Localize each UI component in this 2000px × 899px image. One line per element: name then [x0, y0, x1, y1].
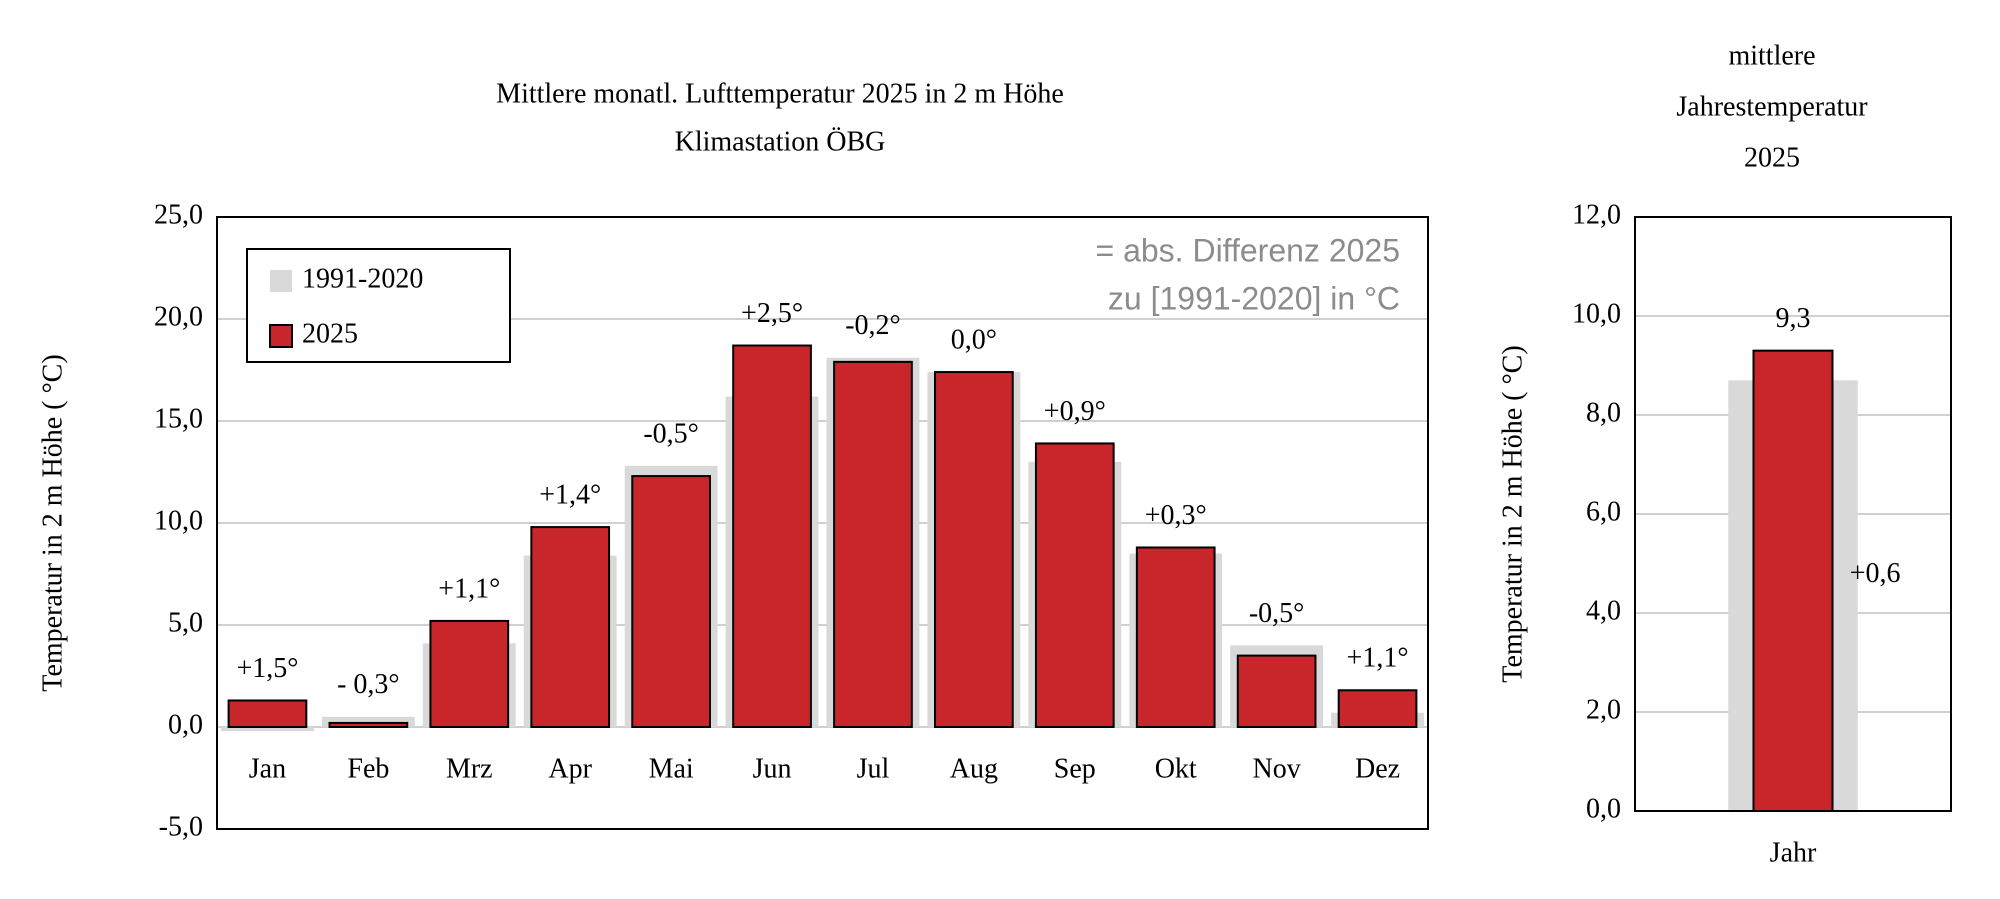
x-tick-label: Okt	[1155, 753, 1197, 784]
x-tick-label: Feb	[347, 753, 389, 784]
chart-title: mittlere	[1728, 40, 1815, 71]
difference-label: +0,6	[1850, 558, 1901, 589]
chart-title: Mittlere monatl. Lufttemperatur 2025 in …	[496, 78, 1064, 109]
difference-label: -0,5°	[643, 418, 699, 449]
y-tick-label: 12,0	[1572, 199, 1621, 230]
bar	[1337, 689, 1418, 729]
bar	[530, 526, 611, 729]
difference-label: +1,1°	[438, 573, 500, 604]
y-tick-label: 10,0	[1572, 298, 1621, 329]
difference-label: +1,4°	[539, 480, 601, 511]
legend-swatch	[270, 270, 292, 292]
y-tick-label: 0,0	[1586, 793, 1621, 824]
x-tick-label: Nov	[1253, 753, 1301, 784]
difference-label: +0,9°	[1044, 396, 1106, 427]
difference-label: -0,5°	[1249, 598, 1305, 629]
y-tick-label: 10,0	[154, 505, 203, 536]
x-tick-label: Dez	[1355, 753, 1400, 784]
y-tick-label: 5,0	[168, 607, 203, 638]
bar	[1034, 442, 1115, 728]
y-tick-label: 25,0	[154, 199, 203, 230]
difference-label: 0,0°	[951, 324, 997, 355]
bar	[1236, 654, 1317, 728]
x-tick-label: Mai	[649, 753, 694, 784]
legend-label: 1991-2020	[302, 263, 423, 294]
y-tick-label: 20,0	[154, 301, 203, 332]
y-tick-label: 6,0	[1586, 496, 1621, 527]
bar	[1135, 546, 1216, 728]
x-tick-label: Apr	[548, 753, 592, 784]
y-tick-label: -5,0	[159, 811, 203, 842]
bar	[328, 721, 409, 728]
difference-label: - 0,3°	[337, 669, 400, 700]
bar	[934, 371, 1014, 728]
bar	[1752, 349, 1834, 812]
y-tick-label: 4,0	[1586, 595, 1621, 626]
bar	[631, 475, 711, 728]
y-tick-label: 0,0	[168, 709, 203, 740]
bar	[732, 344, 812, 728]
y-axis-label: Temperatur in 2 m Höhe ( °C)	[1497, 345, 1528, 682]
note: = abs. Differenz 2025	[1096, 232, 1401, 268]
difference-label: +1,5°	[236, 653, 298, 684]
chart-title: Jahrestemperatur	[1676, 91, 1868, 122]
legend-label: 2025	[302, 318, 358, 349]
x-tick-label: Jan	[249, 753, 286, 784]
bar	[833, 360, 913, 728]
difference-label: +2,5°	[741, 298, 803, 329]
bar	[221, 727, 314, 732]
x-tick-label: Jun	[753, 753, 792, 784]
difference-label: +0,3°	[1145, 500, 1207, 531]
bar	[429, 619, 510, 728]
legend-swatch	[269, 324, 293, 348]
note: zu [1991-2020] in °C	[1108, 280, 1400, 316]
x-tick-label: Jahr	[1770, 837, 1817, 868]
y-axis-label: Temperatur in 2 m Höhe ( °C)	[37, 354, 68, 691]
chart-title: 2025	[1744, 142, 1800, 173]
y-tick-label: 2,0	[1586, 694, 1621, 725]
difference-label: -0,2°	[845, 310, 901, 341]
plot-border	[1634, 216, 1952, 812]
chart-subtitle: Klimastation ÖBG	[675, 126, 886, 157]
bar	[227, 699, 308, 728]
x-tick-label: Mrz	[446, 753, 493, 784]
bar	[321, 716, 415, 727]
x-tick-label: Jul	[857, 753, 890, 784]
y-tick-label: 8,0	[1586, 397, 1621, 428]
y-tick-label: 15,0	[154, 403, 203, 434]
plot-border	[216, 216, 1429, 830]
value-label: 9,3	[1776, 303, 1811, 334]
x-tick-label: Aug	[950, 753, 998, 784]
difference-label: +1,1°	[1347, 643, 1409, 674]
x-tick-label: Sep	[1054, 753, 1096, 784]
